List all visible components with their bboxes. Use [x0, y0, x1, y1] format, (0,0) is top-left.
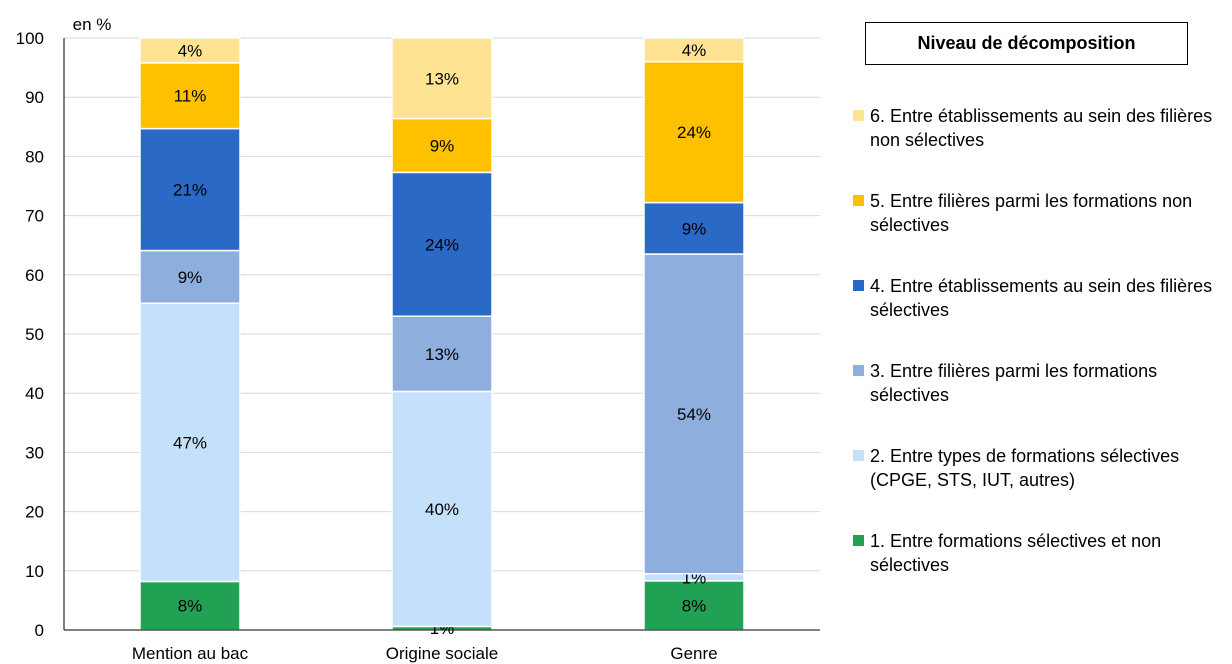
data-label: 13%: [425, 69, 459, 88]
legend-label: 2. Entre types de formations sélectives …: [870, 444, 1232, 492]
data-label: 13%: [425, 345, 459, 364]
legend-item: 2. Entre types de formations sélectives …: [853, 444, 1232, 492]
data-label: 40%: [425, 500, 459, 519]
data-label: 21%: [173, 181, 207, 200]
y-tick-label: 70: [25, 207, 44, 226]
x-tick-label: Mention au bac: [132, 644, 249, 663]
y-tick-label: 60: [25, 266, 44, 285]
y-tick-label: 10: [25, 562, 44, 581]
legend-item: 1. Entre formations sélectives et non sé…: [853, 529, 1232, 577]
y-tick-label: 30: [25, 443, 44, 462]
x-tick-label: Origine sociale: [386, 644, 498, 663]
legend-label: 1. Entre formations sélectives et non sé…: [870, 529, 1232, 577]
legend-label: 4. Entre établissements au sein des fili…: [870, 274, 1232, 322]
data-label: 11%: [174, 87, 207, 106]
y-tick-label: 40: [25, 384, 44, 403]
data-label: 54%: [677, 405, 711, 424]
data-label: 24%: [677, 123, 711, 142]
data-label: 9%: [178, 268, 203, 287]
legend-item: 3. Entre filières parmi les formations s…: [853, 359, 1232, 407]
y-unit-label: en %: [73, 15, 112, 34]
data-label: 24%: [425, 235, 459, 254]
legend-label: 3. Entre filières parmi les formations s…: [870, 359, 1232, 407]
legend-item: 4. Entre établissements au sein des fili…: [853, 274, 1232, 322]
data-label: 9%: [430, 136, 455, 155]
data-label: 9%: [682, 219, 707, 238]
y-tick-label: 100: [16, 29, 44, 48]
y-tick-label: 80: [25, 147, 44, 166]
bars: 8%47%9%21%11%4%1%40%13%24%9%13%8%1%54%9%…: [140, 38, 744, 638]
legend-item: 5. Entre filières parmi les formations n…: [853, 189, 1232, 237]
legend-swatch: [853, 535, 864, 546]
legend-label: 5. Entre filières parmi les formations n…: [870, 189, 1232, 237]
y-tick-label: 0: [35, 621, 44, 640]
legend-swatch: [853, 195, 864, 206]
data-label: 47%: [173, 433, 207, 452]
legend-title: Niveau de décomposition: [865, 22, 1188, 65]
legend-swatch: [853, 365, 864, 376]
data-label: 4%: [178, 41, 203, 60]
stacked-bar-chart: 8%47%9%21%11%4%1%40%13%24%9%13%8%1%54%9%…: [0, 0, 830, 664]
data-label: 8%: [178, 597, 203, 616]
legend-swatch: [853, 280, 864, 291]
y-tick-label: 50: [25, 325, 44, 344]
legend-swatch: [853, 450, 864, 461]
legend-swatch: [853, 110, 864, 121]
y-tick-label: 90: [25, 88, 44, 107]
legend-item: 6. Entre établissements au sein des fili…: [853, 104, 1232, 152]
legend-label: 6. Entre établissements au sein des fili…: [870, 104, 1232, 152]
data-label: 8%: [682, 596, 707, 615]
x-tick-label: Genre: [670, 644, 717, 663]
y-tick-label: 20: [25, 503, 44, 522]
data-label: 4%: [682, 41, 707, 60]
